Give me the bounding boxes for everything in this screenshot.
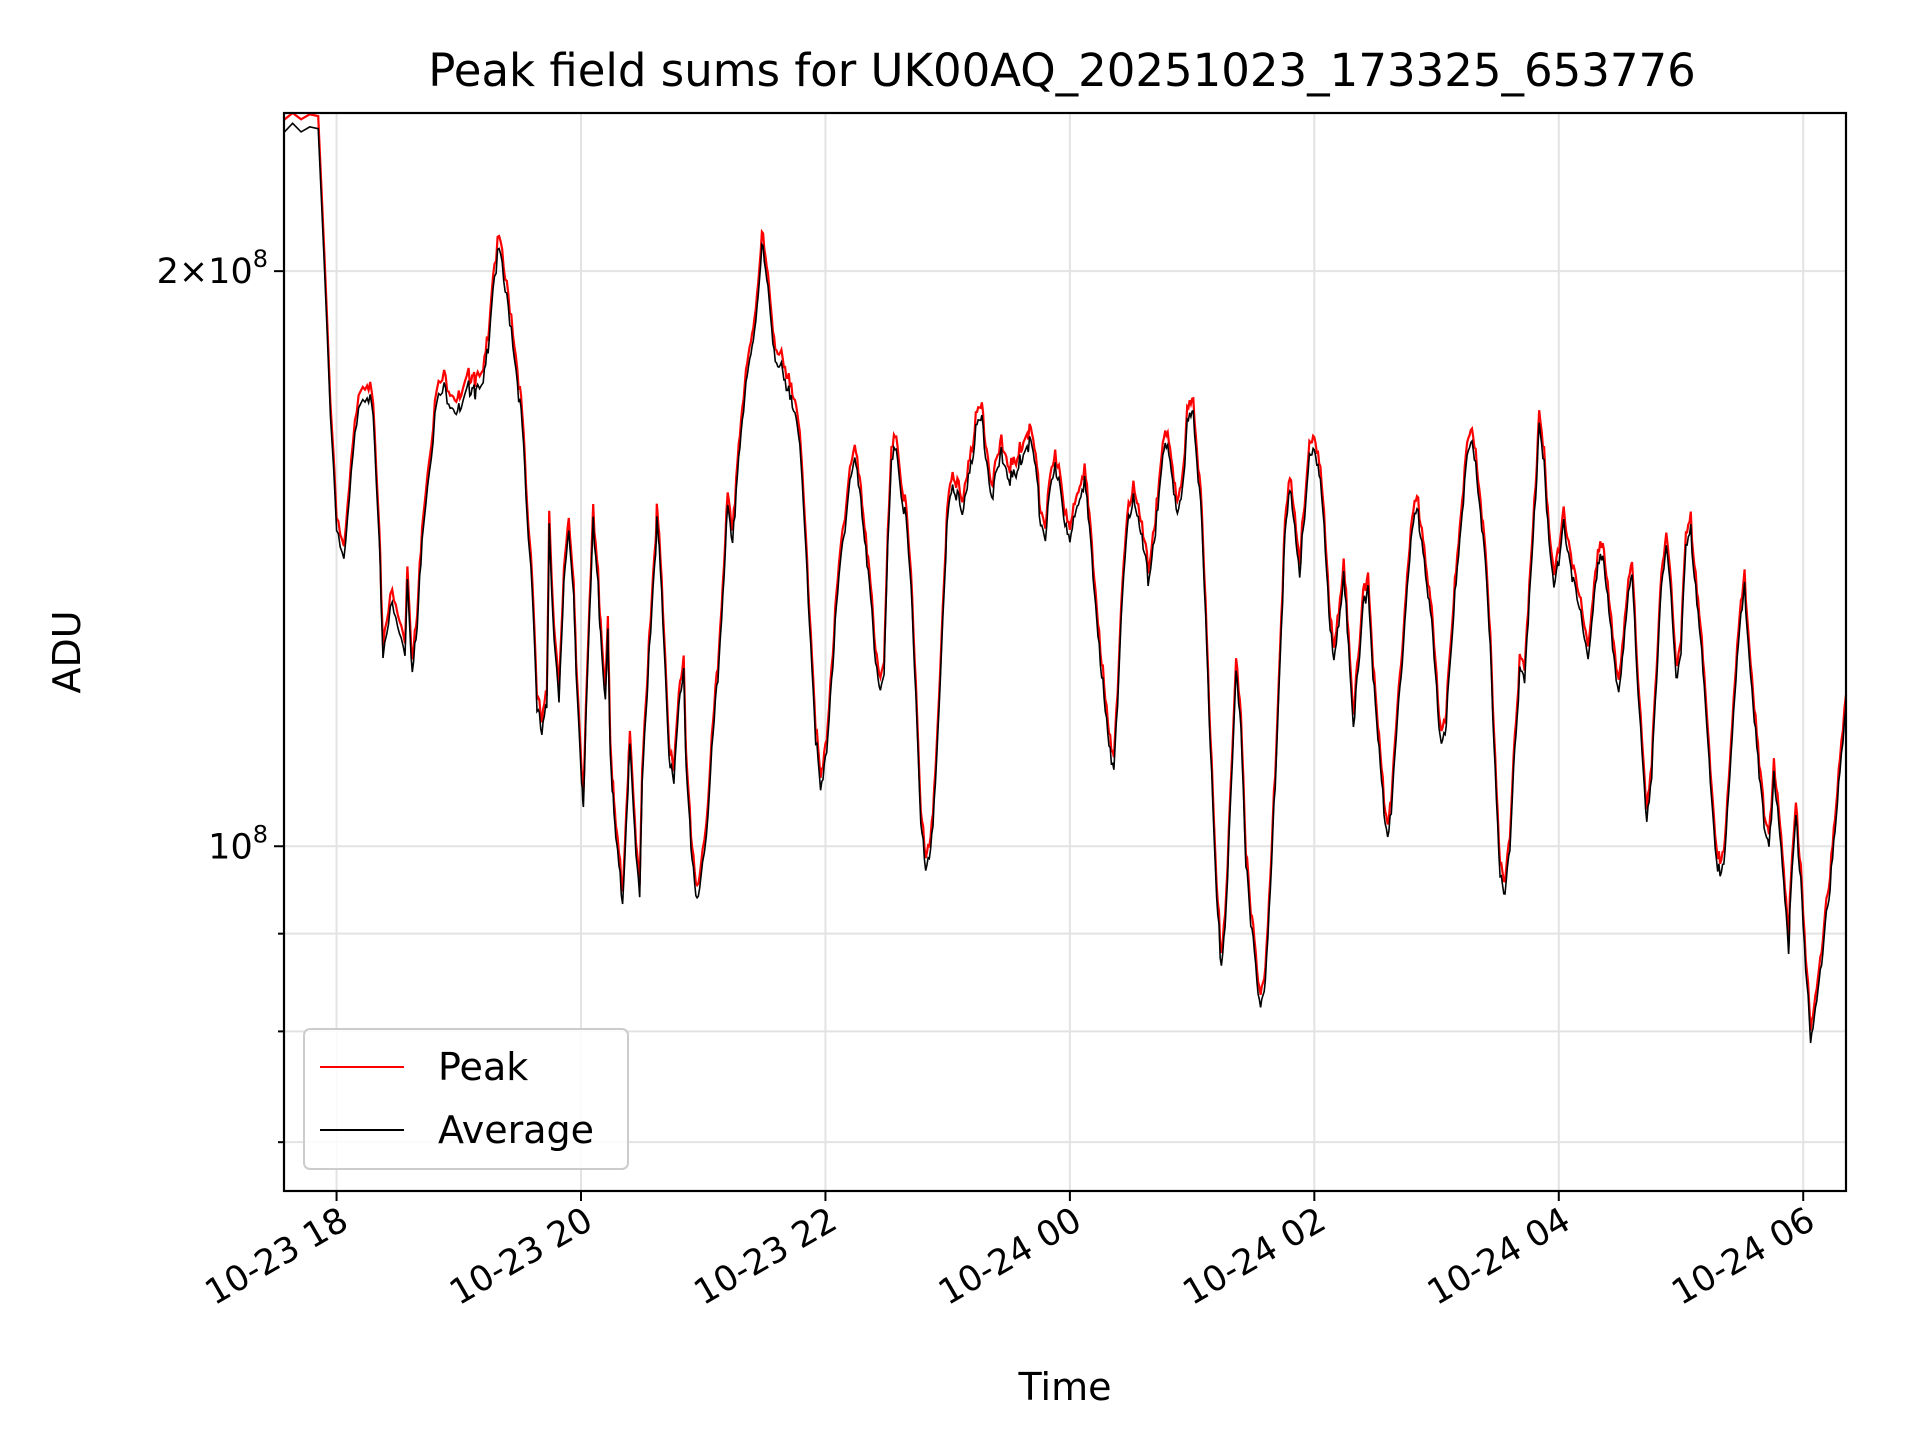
legend: Peak Average bbox=[303, 1028, 629, 1170]
chart-title: Peak field sums for UK00AQ_20251023_1733… bbox=[428, 44, 1696, 97]
y-tick-label: 108 bbox=[208, 820, 268, 867]
x-axis-label: Time bbox=[1018, 1365, 1112, 1409]
x-tick-label: 10-24 02 bbox=[1177, 1200, 1333, 1313]
legend-label-average: Average bbox=[438, 1108, 594, 1152]
plot-frame bbox=[282, 111, 1848, 1193]
y-axis-ticks: 108 2×108 bbox=[157, 245, 284, 1144]
x-tick-label: 10-24 04 bbox=[1421, 1200, 1577, 1313]
series-layer bbox=[283, 111, 1848, 1044]
legend-label-peak: Peak bbox=[438, 1045, 528, 1089]
x-tick-label: 10-23 22 bbox=[688, 1200, 844, 1313]
series-line-average bbox=[283, 122, 1847, 1044]
x-tick-label: 10-24 06 bbox=[1665, 1200, 1821, 1313]
series-line-peak bbox=[283, 111, 1848, 1031]
x-tick-label: 10-24 00 bbox=[932, 1200, 1088, 1313]
x-tick-label: 10-23 18 bbox=[199, 1200, 355, 1313]
grid bbox=[284, 113, 1846, 1191]
x-tick-label: 10-23 20 bbox=[443, 1200, 599, 1313]
legend-box bbox=[303, 1028, 629, 1170]
y-tick-label: 2×108 bbox=[157, 245, 268, 292]
y-axis-label: ADU bbox=[45, 610, 89, 693]
x-axis-ticks: 10-23 18 10-23 20 10-23 22 10-24 00 10-24 02… bbox=[199, 1191, 1822, 1313]
